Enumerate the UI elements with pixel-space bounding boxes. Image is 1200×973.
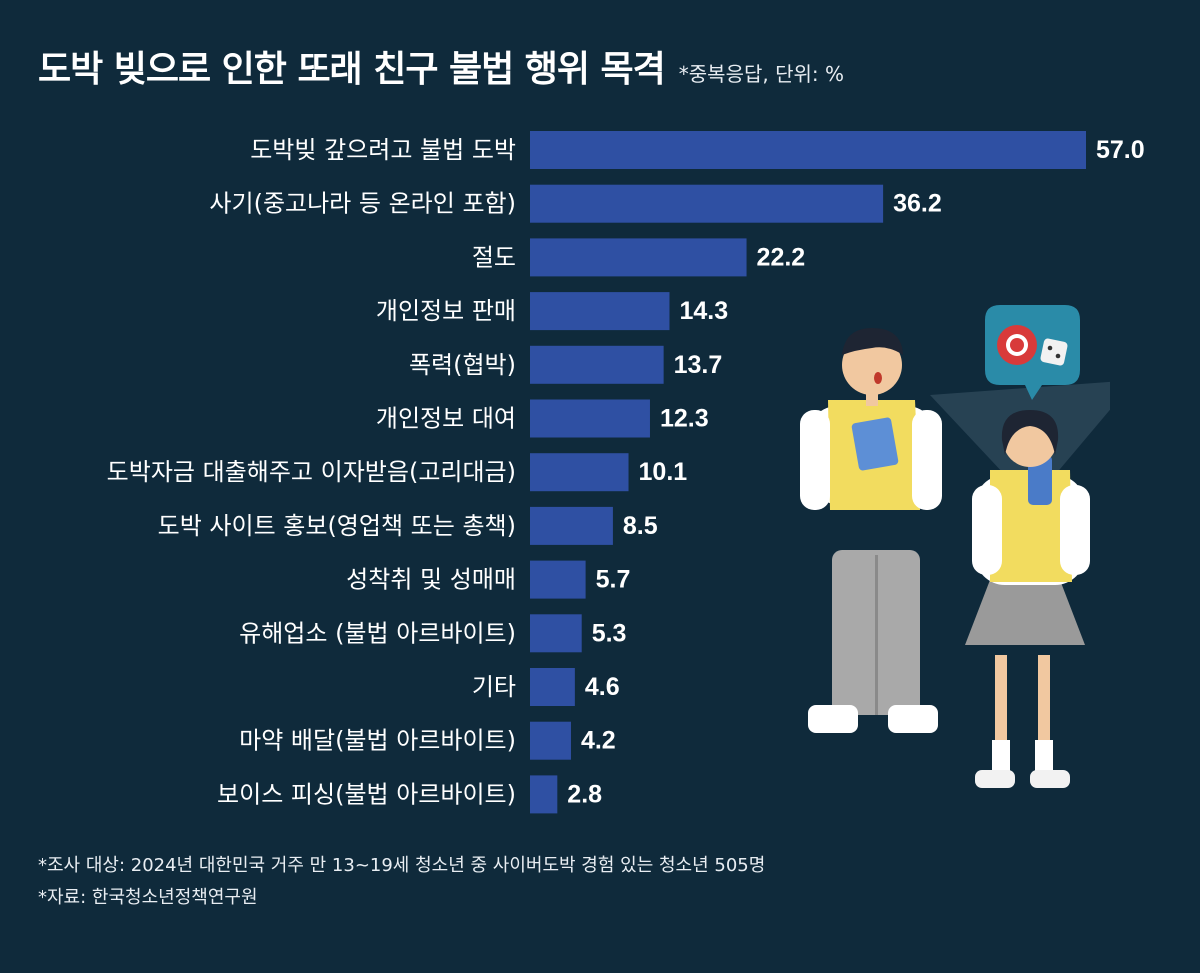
data-label: 4.2 xyxy=(581,727,616,755)
data-label: 12.3 xyxy=(660,405,709,433)
category-label: 성착취 및 성매매 xyxy=(346,566,516,594)
data-label: 8.5 xyxy=(623,512,658,540)
data-label: 4.6 xyxy=(585,673,620,701)
bar xyxy=(530,131,1086,169)
category-label: 마약 배달(불법 아르바이트) xyxy=(239,727,516,755)
data-label: 13.7 xyxy=(674,351,723,379)
category-label: 사기(중고나라 등 온라인 포함) xyxy=(209,190,516,218)
bar xyxy=(530,238,747,277)
bar xyxy=(530,775,558,814)
data-label: 57.0 xyxy=(1096,136,1145,164)
bar xyxy=(530,184,884,223)
bar xyxy=(530,614,582,653)
bar xyxy=(530,560,586,599)
category-label: 도박빚 갚으려고 불법 도박 xyxy=(250,136,516,164)
data-label: 5.3 xyxy=(592,619,627,647)
bar-chart: 도박빚 갚으려고 불법 도박 57.0 사기(중고나라 등 온라인 포함) 36.2 절… xyxy=(107,131,1145,814)
data-label: 14.3 xyxy=(679,297,728,325)
bar xyxy=(530,506,613,545)
category-label: 도박자금 대출해주고 이자받음(고리대금) xyxy=(107,458,516,486)
category-label: 기타 xyxy=(472,673,516,701)
chart-subtitle: *중복응답, 단위: % xyxy=(678,62,844,86)
bar xyxy=(530,345,664,384)
data-label: 10.1 xyxy=(639,458,688,486)
students-gambling-icon xyxy=(800,305,1110,788)
bar xyxy=(530,668,575,706)
bar xyxy=(530,399,650,438)
category-label: 폭력(협박) xyxy=(409,351,516,379)
data-label: 5.7 xyxy=(596,566,631,594)
category-label: 도박 사이트 홍보(영업책 또는 총책) xyxy=(158,512,516,540)
data-label: 22.2 xyxy=(757,243,806,271)
category-label: 개인정보 대여 xyxy=(376,405,516,433)
bar xyxy=(530,721,571,760)
category-label: 유해업소 (불법 아르바이트) xyxy=(239,619,516,647)
data-label: 2.8 xyxy=(567,780,602,808)
footnotes: *조사 대상: 2024년 대한민국 거주 만 13~19세 청소년 중 사이버… xyxy=(38,850,765,914)
bar xyxy=(530,453,629,492)
data-label: 36.2 xyxy=(893,190,942,218)
category-label: 개인정보 판매 xyxy=(376,297,516,325)
chart-title: 도박 빚으로 인한 또래 친구 불법 행위 목격 xyxy=(38,49,666,90)
survey-note: *조사 대상: 2024년 대한민국 거주 만 13~19세 청소년 중 사이버… xyxy=(38,855,766,876)
category-label: 보이스 피싱(불법 아르바이트) xyxy=(217,780,516,808)
category-label: 절도 xyxy=(472,243,516,271)
bar xyxy=(530,292,670,331)
source-note: *자료: 한국청소년정책연구원 xyxy=(38,887,258,908)
chart-header: 도박 빚으로 인한 또래 친구 불법 행위 목격 *중복응답, 단위: % xyxy=(38,40,844,92)
